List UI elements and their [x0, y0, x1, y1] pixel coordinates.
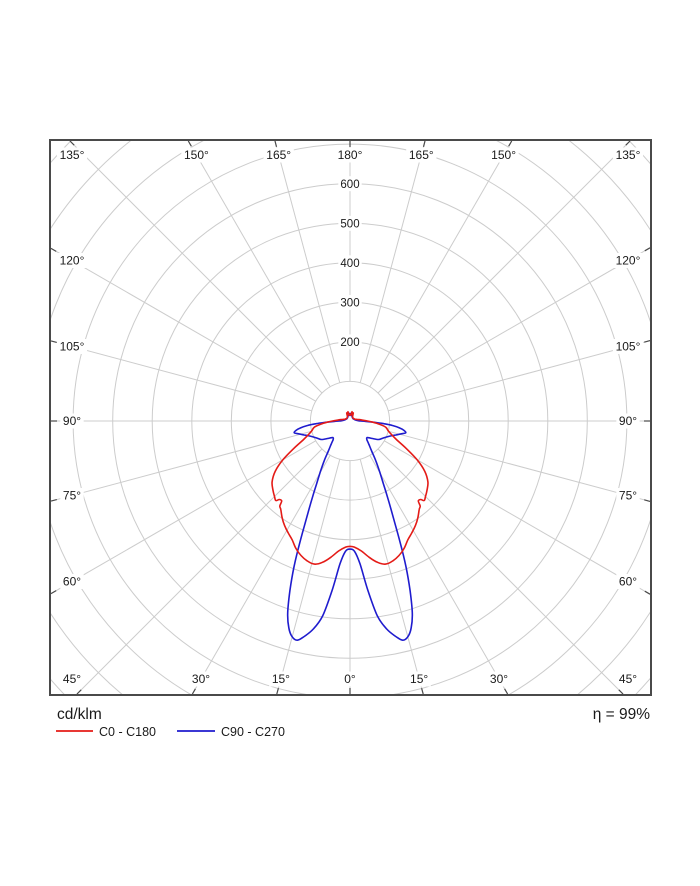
- svg-text:60°: 60°: [63, 575, 81, 589]
- legend-label-c90-c270: C90 - C270: [221, 725, 285, 739]
- svg-text:30°: 30°: [490, 672, 508, 686]
- legend: C0 - C180 C90 - C270: [56, 725, 285, 739]
- svg-text:105°: 105°: [60, 340, 85, 354]
- svg-text:135°: 135°: [616, 148, 641, 162]
- efficiency-label: η = 99%: [593, 706, 651, 723]
- svg-text:300: 300: [340, 298, 359, 310]
- svg-text:15°: 15°: [272, 672, 290, 686]
- svg-text:135°: 135°: [60, 148, 85, 162]
- svg-text:75°: 75°: [619, 489, 637, 503]
- svg-text:0°: 0°: [344, 672, 356, 686]
- svg-text:150°: 150°: [184, 148, 209, 162]
- unit-label: cd/klm: [57, 706, 102, 723]
- svg-text:150°: 150°: [491, 148, 516, 162]
- svg-text:200: 200: [340, 337, 359, 349]
- svg-text:120°: 120°: [616, 254, 641, 268]
- svg-text:105°: 105°: [616, 340, 641, 354]
- svg-text:90°: 90°: [63, 414, 81, 428]
- svg-text:75°: 75°: [63, 489, 81, 503]
- svg-text:120°: 120°: [60, 254, 85, 268]
- svg-text:165°: 165°: [266, 148, 291, 162]
- svg-text:60°: 60°: [619, 575, 637, 589]
- svg-text:15°: 15°: [410, 672, 428, 686]
- svg-text:600: 600: [340, 179, 359, 191]
- svg-text:45°: 45°: [619, 672, 637, 686]
- svg-text:165°: 165°: [409, 148, 434, 162]
- legend-label-c0-c180: C0 - C180: [99, 725, 156, 739]
- svg-text:400: 400: [340, 258, 359, 270]
- svg-text:500: 500: [340, 218, 359, 230]
- svg-text:180°: 180°: [338, 148, 363, 162]
- svg-text:30°: 30°: [192, 672, 210, 686]
- svg-text:45°: 45°: [63, 672, 81, 686]
- svg-text:90°: 90°: [619, 414, 637, 428]
